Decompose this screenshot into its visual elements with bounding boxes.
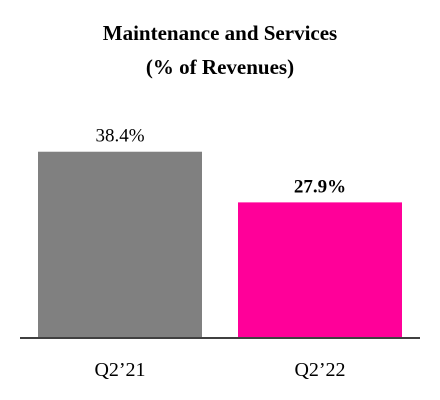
x-tick-label-2: Q2’22 [294,359,345,381]
chart-subtitle: (% of Revenues) [146,55,294,79]
x-tick-labels: Q2’21 Q2’22 [94,359,345,381]
bar-2 [238,202,402,337]
chart-title: Maintenance and Services [103,21,337,45]
bar-1 [38,151,202,337]
x-tick-label-1: Q2’21 [94,359,145,381]
bars-group: 38.4% 27.9% [38,126,402,337]
data-label-1: 38.4% [95,126,144,147]
data-label-2: 27.9% [294,176,346,197]
